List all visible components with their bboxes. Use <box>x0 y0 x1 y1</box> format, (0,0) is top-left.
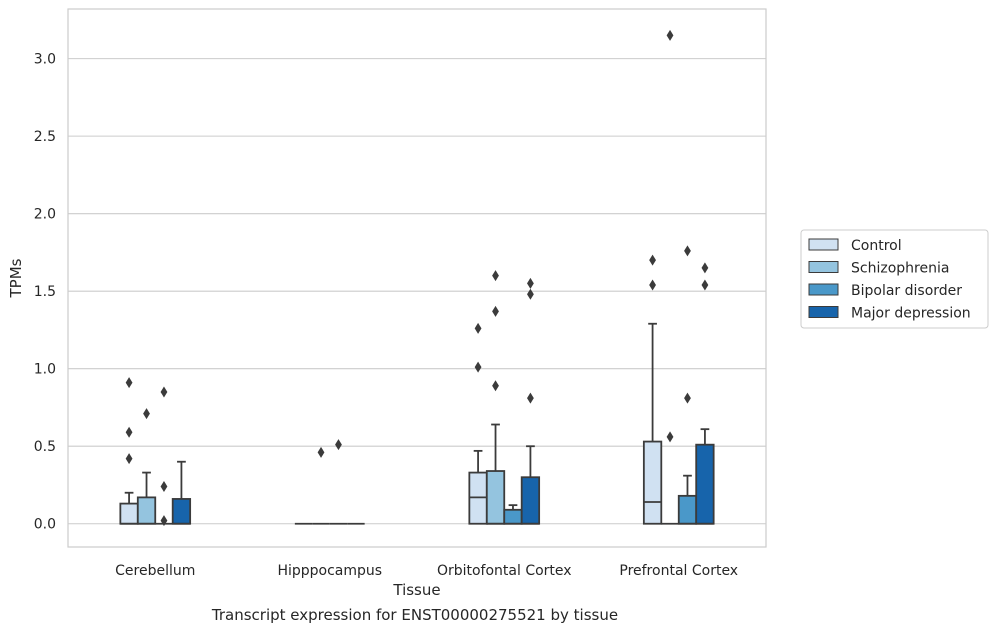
box <box>312 446 330 525</box>
box-series <box>119 29 715 527</box>
outlier-point <box>684 392 691 404</box>
legend-swatch <box>808 283 839 296</box>
x-tick-label: Prefrontal Cortex <box>619 563 738 579</box>
box-body <box>136 496 157 525</box>
outlier-point <box>474 322 482 334</box>
outlier-point <box>527 277 534 289</box>
series-major-depression <box>171 262 715 525</box>
box <box>485 270 506 525</box>
x-axis-ticks: Cerebellum Hipppocampus Orbitofontal Corte… <box>115 563 738 579</box>
box <box>520 277 541 525</box>
box-plot-chart: 0.0 0.5 1.0 1.5 2.0 2.5 3.0 Cerebellum Hipppoca… <box>7 8 989 599</box>
x-tick-label: Hipppocampus <box>277 563 382 579</box>
legend-label: Bipolar disorder <box>851 283 962 299</box>
outlier-point <box>684 245 691 257</box>
x-axis-label: Tissue <box>392 581 440 599</box>
legend-label: Control <box>851 238 902 254</box>
box <box>695 262 715 525</box>
box <box>329 439 348 525</box>
box <box>468 322 488 525</box>
outlier-point <box>701 262 709 274</box>
y-tick-label: 1.0 <box>34 362 56 378</box>
outlier-point <box>160 386 168 398</box>
outlier-point <box>666 431 674 443</box>
box-body <box>642 440 663 525</box>
series-control <box>119 254 663 525</box>
box-body <box>503 508 523 525</box>
outlier-point <box>701 279 709 291</box>
plot-frame <box>67 8 767 548</box>
legend-label: Major depression <box>851 306 971 322</box>
box <box>503 504 523 525</box>
y-tick-label: 1.5 <box>34 284 56 300</box>
box-body <box>520 476 541 525</box>
box <box>136 408 157 525</box>
y-tick-label: 2.5 <box>34 129 56 145</box>
outlier-point <box>335 439 342 451</box>
legend-swatch <box>808 261 839 273</box>
box-body <box>695 443 715 525</box>
box <box>171 460 192 525</box>
x-tick-label: Orbitofontal Cortex <box>437 563 572 579</box>
box <box>155 386 173 527</box>
outlier-point <box>492 380 499 392</box>
y-axis-label: TPMs <box>7 258 25 298</box>
outlier-point <box>143 408 150 420</box>
outlier-point <box>527 288 534 300</box>
box <box>661 29 679 525</box>
series-schizophrenia <box>136 29 679 525</box>
y-tick-label: 3.0 <box>34 52 56 68</box>
outlier-point <box>649 254 656 266</box>
legend-swatch <box>808 306 839 318</box>
legend-frame <box>800 229 989 329</box>
box-body <box>171 498 192 525</box>
y-tick-label: 2.0 <box>34 207 56 223</box>
box <box>119 377 139 525</box>
y-axis-ticks: 0.0 0.5 1.0 1.5 2.0 2.5 3.0 <box>34 52 56 533</box>
outlier-point <box>527 392 534 404</box>
outlier-point <box>666 29 674 41</box>
outlier-point <box>317 446 325 458</box>
box <box>642 254 663 525</box>
outlier-point <box>125 453 133 465</box>
box-body <box>485 470 506 525</box>
outlier-point <box>160 515 168 527</box>
box <box>677 245 698 525</box>
outlier-point <box>492 270 499 282</box>
x-tick-label: Cerebellum <box>115 563 195 579</box>
y-tick-label: 0.5 <box>34 439 56 455</box>
outlier-point <box>649 279 656 291</box>
legend-label: Schizophrenia <box>851 261 949 277</box>
outlier-point <box>160 481 168 493</box>
series-bipolar-disorder <box>155 245 698 527</box>
outlier-point <box>125 377 133 389</box>
legend: Control Schizophrenia Bipolar disorder Majo… <box>800 229 989 329</box>
box-body <box>119 502 139 525</box>
outlier-point <box>474 361 482 373</box>
figure-caption: Transcript expression for ENST0000027552… <box>211 606 619 624</box>
outlier-point <box>492 305 499 317</box>
box-body <box>677 494 698 525</box>
legend-swatch <box>808 238 839 251</box>
outlier-point <box>125 426 133 438</box>
y-tick-label: 0.0 <box>34 517 56 533</box>
grid-lines <box>68 58 766 525</box>
